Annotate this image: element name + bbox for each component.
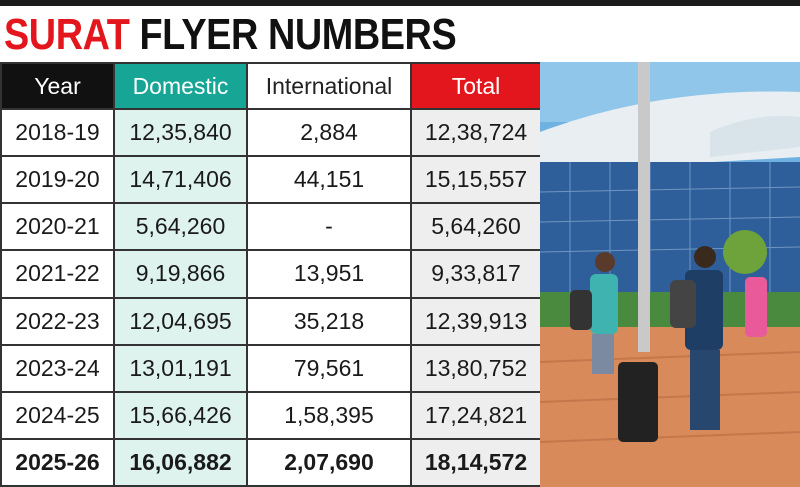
table-row: 2024-25 15,66,426 1,58,395 17,24,821: [0, 390, 542, 440]
table-row: 2020-21 5,64,260-5,64,260: [0, 202, 542, 252]
table-cell: 2020-21: [0, 202, 115, 252]
header-row: Year Domestic International Total: [0, 62, 542, 110]
airport-photo: [540, 62, 800, 487]
table-cell: 2018-19: [0, 107, 115, 158]
table-row: 2022-23 12,04,695 35,218 12,39,913: [0, 296, 542, 346]
table-cell: 2019-20: [0, 155, 115, 205]
table-cell: 44,151: [246, 155, 412, 205]
table-cell: 5,64,260: [113, 202, 248, 252]
header-cell: Year: [0, 62, 115, 110]
table-cell: 79,561: [246, 343, 412, 393]
table-cell: 13,01,191: [113, 343, 248, 393]
table-cell: 13,951: [246, 249, 412, 299]
header-cell: Domestic: [113, 62, 248, 110]
header-cell: International: [246, 62, 412, 110]
table-cell: -: [246, 202, 412, 252]
table-cell: 9,19,866: [113, 249, 248, 299]
table-row: 2023-24 13,01,191 79,561 13,80,752: [0, 343, 542, 393]
table-cell: 13,80,752: [410, 343, 542, 393]
table-cell: 1,58,395: [246, 390, 412, 440]
table-cell: 35,218: [246, 296, 412, 346]
flyer-table: Year Domestic International Total 2018-19 12…: [0, 62, 542, 487]
table-row: 2021-22 9,19,866 13,951 9,33,817: [0, 249, 542, 299]
table-cell: 2023-24: [0, 343, 115, 393]
table-body: 2018-19 12,35,840 2,884 12,38,724 2019-20 14,…: [0, 107, 542, 487]
table-cell: 5,64,260: [410, 202, 542, 252]
table-cell: 2,07,690: [246, 437, 412, 487]
table-cell: 12,39,913: [410, 296, 542, 346]
table-cell: 12,38,724: [410, 107, 542, 158]
table-cell: 2025-26: [0, 437, 115, 487]
top-bar: [0, 0, 800, 6]
table-cell: 15,66,426: [113, 390, 248, 440]
table-row: 2019-20 14,71,406 44,151 15,15,557: [0, 155, 542, 205]
table-cell: 16,06,882: [113, 437, 248, 487]
table-cell: 12,35,840: [113, 107, 248, 158]
table-cell: 2022-23: [0, 296, 115, 346]
table-row: 2018-19 12,35,840 2,884 12,38,724: [0, 107, 542, 158]
table-cell: 17,24,821: [410, 390, 542, 440]
title-text: FLYER NUMBERS: [139, 10, 457, 59]
table-cell: 9,33,817: [410, 249, 542, 299]
table-cell: 15,15,557: [410, 155, 542, 205]
table-cell: 2021-22: [0, 249, 115, 299]
table-cell: 2024-25: [0, 390, 115, 440]
header-cell: Total: [410, 62, 542, 110]
table-row: 2025-26 16,06,882 2,07,690 18,14,572: [0, 437, 542, 487]
table-cell: 18,14,572: [410, 437, 542, 487]
table-cell: 14,71,406: [113, 155, 248, 205]
table-cell: 2,884: [246, 107, 412, 158]
title: SURAT FLYER NUMBERS: [4, 10, 457, 60]
title-city: SURAT: [4, 10, 130, 59]
table-cell: 12,04,695: [113, 296, 248, 346]
